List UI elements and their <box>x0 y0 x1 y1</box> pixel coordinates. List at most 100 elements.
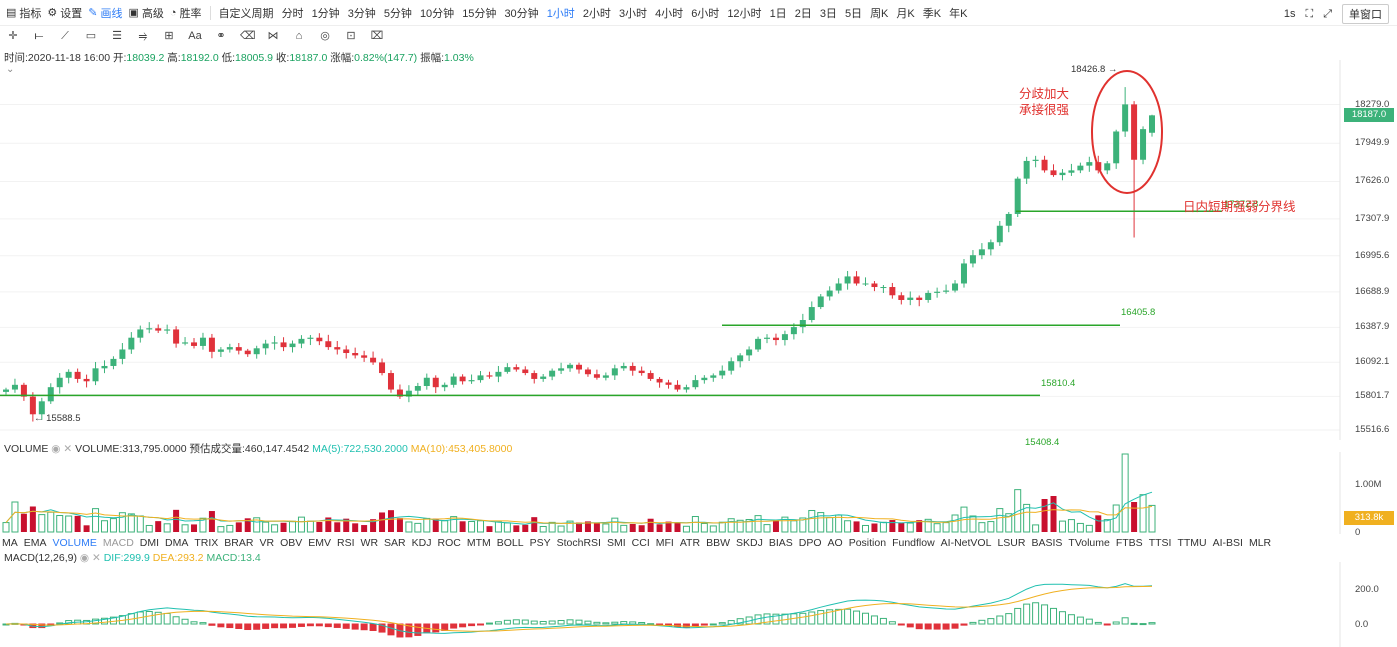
single-window-button[interactable]: 单窗口 <box>1342 4 1389 24</box>
indicator-tab-dmi[interactable]: DMI <box>139 537 160 549</box>
candle-body <box>370 357 377 363</box>
period-13[interactable]: 1日 <box>769 7 787 20</box>
indicator-tab-kdj[interactable]: KDJ <box>411 537 432 549</box>
indicator-tab-ao[interactable]: AO <box>827 537 843 549</box>
period-6[interactable]: 30分钟 <box>504 7 539 20</box>
custom-period-button[interactable]: 自定义周期 <box>218 7 274 20</box>
eye-icon[interactable]: ◉ <box>51 443 61 455</box>
candle-body <box>495 371 502 377</box>
indicator-tab-tvolume[interactable]: TVolume <box>1068 537 1110 549</box>
indicator-tab-ema[interactable]: EMA <box>23 537 47 549</box>
indicator-tab-mfi[interactable]: MFI <box>655 537 674 549</box>
rectangle-icon[interactable]: ▭ <box>85 30 97 42</box>
toolbar-item-advanced[interactable]: ▣ 高级 <box>129 5 164 21</box>
period-8[interactable]: 2小时 <box>582 7 611 20</box>
candle-body <box>298 338 305 344</box>
eraser-icon[interactable]: ⌫ <box>240 30 256 42</box>
indicator-tab-basis[interactable]: BASIS <box>1031 537 1063 549</box>
indicator-tab-mlr[interactable]: MLR <box>1248 537 1272 549</box>
toolbar-item-indicators[interactable]: ▤ 指标 <box>6 5 41 21</box>
period-1[interactable]: 1分钟 <box>311 7 340 20</box>
period-5[interactable]: 15分钟 <box>462 7 497 20</box>
period-14[interactable]: 2日 <box>794 7 812 20</box>
indicator-tab-position[interactable]: Position <box>848 537 887 549</box>
eye-icon[interactable]: ◎ <box>320 30 330 42</box>
macd-axis-label: 0.0 <box>1355 619 1369 630</box>
period-9[interactable]: 3小时 <box>618 7 648 20</box>
indicator-tab-emv[interactable]: EMV <box>308 537 332 549</box>
indicator-tab-vr[interactable]: VR <box>259 537 275 549</box>
close-icon[interactable]: ✕ <box>91 552 101 564</box>
period-19[interactable]: 季K <box>922 7 942 20</box>
close-icon[interactable]: ✕ <box>63 443 73 455</box>
period-17[interactable]: 周K <box>870 7 889 20</box>
indicator-tab-roc[interactable]: ROC <box>437 537 461 549</box>
indicator-tab-stochrsi[interactable]: StochRSI <box>556 537 601 549</box>
indicator-tab-trix[interactable]: TRIX <box>194 537 219 549</box>
period-0[interactable]: 分时 <box>281 7 304 20</box>
indicator-tab-atr[interactable]: ATR <box>679 537 701 549</box>
indicator-tab-mtm[interactable]: MTM <box>466 537 491 549</box>
interval-label[interactable]: 1s <box>1283 8 1296 20</box>
lock-icon[interactable]: ⌂ <box>295 30 303 42</box>
grid-icon[interactable]: ⊡ <box>346 30 356 42</box>
volume-bar <box>450 516 458 533</box>
indicator-tab-ai-bsi[interactable]: AI-BSI <box>1212 537 1243 549</box>
indicator-tab-ttsi[interactable]: TTSI <box>1148 537 1172 549</box>
indicator-tab-brar[interactable]: BRAR <box>224 537 254 549</box>
indicator-tab-ai-netvol[interactable]: AI-NetVOL <box>940 537 992 549</box>
expand-icon[interactable]: ⤢ <box>1323 7 1332 20</box>
indicator-tab-wr[interactable]: WR <box>360 537 379 549</box>
indicator-tab-dpo[interactable]: DPO <box>798 537 822 549</box>
indicator-tab-smi[interactable]: SMI <box>606 537 626 549</box>
period-18[interactable]: 月K <box>896 7 915 20</box>
period-12[interactable]: 12小时 <box>727 7 762 20</box>
indicator-tab-psy[interactable]: PSY <box>529 537 551 549</box>
crosshair-icon[interactable]: ✛ <box>8 30 18 42</box>
indicator-tab-rsi[interactable]: RSI <box>337 537 355 549</box>
period-16[interactable]: 5日 <box>844 7 863 20</box>
indicator-tab-lsur[interactable]: LSUR <box>997 537 1026 549</box>
parallel-lines-icon[interactable]: ☰ <box>112 30 122 42</box>
indicator-tab-fundflow[interactable]: Fundflow <box>892 537 935 549</box>
indicator-tab-cci[interactable]: CCI <box>631 537 650 549</box>
fullscreen-icon[interactable]: ⛶ <box>1305 7 1314 20</box>
toolbar-item-winrate[interactable]: ◔ 胜率 <box>170 5 202 21</box>
horizontal-line-icon[interactable]: ⟝ <box>34 30 44 42</box>
period-20[interactable]: 年K <box>949 7 968 20</box>
toolbar-item-settings[interactable]: ⚙ 设置 <box>47 5 82 21</box>
period-3[interactable]: 5分钟 <box>383 7 412 20</box>
candle-body <box>1104 163 1111 171</box>
indicator-tab-bias[interactable]: BIAS <box>768 537 793 549</box>
macd-dea: DEA:293.2 <box>152 552 204 564</box>
period-10[interactable]: 4小时 <box>655 7 684 20</box>
indicator-tab-macd[interactable]: MACD <box>102 537 134 549</box>
indicator-tab-boll[interactable]: BOLL <box>496 537 524 549</box>
period-15[interactable]: 3日 <box>819 7 837 20</box>
indicator-tab-skdj[interactable]: SKDJ <box>735 537 763 549</box>
candlestick-chart[interactable] <box>0 60 1397 440</box>
indicator-tab-ftbs[interactable]: FTBS <box>1115 537 1143 549</box>
indicator-tab-bbw[interactable]: BBW <box>706 537 730 549</box>
measure-icon[interactable]: ⊞ <box>164 30 174 42</box>
indicator-tab-volume[interactable]: VOLUME <box>52 537 97 549</box>
volume-bar <box>879 521 887 533</box>
indicator-tab-dma[interactable]: DMA <box>165 537 189 549</box>
period-2[interactable]: 3分钟 <box>347 7 376 20</box>
fibonacci-icon[interactable]: ⥤ <box>138 30 148 42</box>
indicator-tab-ttmu[interactable]: TTMU <box>1177 537 1207 549</box>
period-7[interactable]: 1小时 <box>546 7 575 20</box>
trend-line-icon[interactable]: ⟋ <box>61 30 69 42</box>
magnet-icon[interactable]: ⚭ <box>216 30 226 42</box>
indicator-tab-sar[interactable]: SAR <box>384 537 406 549</box>
indicator-tab-ma[interactable]: MA <box>2 537 18 549</box>
pattern-icon[interactable]: ⋈ <box>267 30 279 42</box>
trash-icon[interactable]: ⌧ <box>370 30 384 42</box>
period-11[interactable]: 6小时 <box>691 7 720 20</box>
text-icon[interactable]: Aa <box>188 30 202 42</box>
toolbar-item-draw[interactable]: ✎ 画线 <box>88 5 122 21</box>
indicator-tab-obv[interactable]: OBV <box>280 537 303 549</box>
collapse-chevron-icon[interactable]: ⌄ <box>6 64 15 75</box>
period-4[interactable]: 10分钟 <box>419 7 455 20</box>
eye-icon[interactable]: ◉ <box>79 552 90 564</box>
